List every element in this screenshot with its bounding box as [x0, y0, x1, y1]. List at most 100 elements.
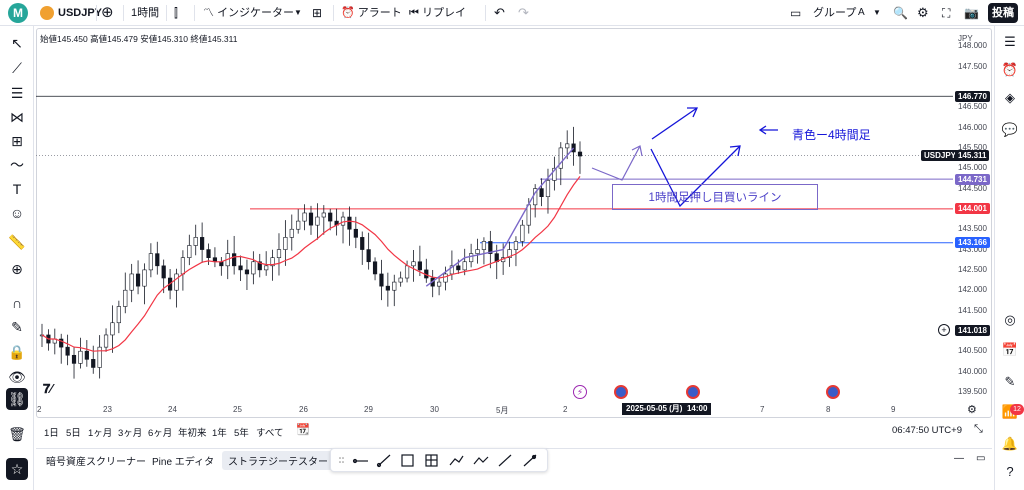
chat-icon[interactable]: 💬 — [1001, 122, 1019, 137]
time-tick-label: 26 — [299, 405, 308, 414]
price-tick-label: 141.500 — [958, 305, 987, 315]
price-tag-144001: 144.001 — [955, 203, 990, 215]
indicators-dropdown-icon[interactable]: ▼ — [294, 8, 302, 17]
layers-icon[interactable]: ◈ — [1005, 90, 1015, 105]
range-5d[interactable]: 5日 — [66, 428, 81, 439]
range-6m[interactable]: 6ヶ月 — [148, 428, 173, 439]
range-1m[interactable]: 1ヶ月 — [88, 428, 113, 439]
bell-icon[interactable]: 🔔 — [1001, 436, 1019, 451]
time-tick-label: 30 — [430, 405, 439, 414]
pencil-icon[interactable]: ✎ — [1004, 374, 1016, 389]
range-5y[interactable]: 5年 — [234, 428, 249, 439]
range-1y[interactable]: 1年 — [212, 428, 227, 439]
user-avatar[interactable]: M — [8, 3, 28, 23]
alert-button[interactable]: ⏰ アラート — [341, 7, 402, 19]
event-lightning-icon[interactable]: ⚡ — [573, 385, 587, 399]
layout-icon[interactable]: ▭ — [790, 6, 802, 20]
price-tick-label: 143.000 — [958, 244, 987, 254]
collapse-icon[interactable]: ⤡ — [974, 423, 983, 435]
favorites-star-icon[interactable]: ☆ — [6, 458, 28, 480]
date-range-calendar-icon[interactable]: 📆 — [296, 424, 310, 436]
camera-icon[interactable]: 📷 — [964, 6, 979, 20]
annotation-4h[interactable]: 青色ー4時間足 — [792, 128, 871, 142]
replay-button[interactable]: ⏮ リプレイ — [409, 7, 466, 19]
symbol-search[interactable]: USDJPY — [40, 0, 102, 26]
maximize-panel-icon[interactable]: ▭ — [976, 453, 986, 464]
horizontal-lines-icon[interactable]: ☰ — [10, 85, 24, 101]
candle-type-icon[interactable]: ⫿ — [174, 6, 178, 20]
settings-gear-icon[interactable]: ⚙ — [917, 5, 929, 20]
range-1d[interactable]: 1日 — [44, 428, 59, 439]
tradingview-logo-icon[interactable]: 𝟕⁄ — [43, 381, 53, 396]
range-all[interactable]: すべて — [256, 428, 284, 439]
calendar-icon[interactable]: 📅 — [1001, 342, 1019, 357]
minimize-panel-icon[interactable]: — — [954, 453, 964, 464]
group-letter[interactable]: A — [858, 7, 865, 18]
symbol-flag-icon — [40, 6, 54, 21]
event-flag-icon[interactable] — [826, 385, 840, 399]
price-tag-141018: 141.018 — [955, 324, 990, 336]
eye-icon[interactable]: 👁 — [8, 369, 26, 385]
fullscreen-icon[interactable]: ⛶ — [942, 6, 951, 20]
event-flag-icon[interactable] — [614, 385, 628, 399]
price-tick-label: 140.500 — [958, 346, 987, 356]
chart-frame[interactable] — [36, 28, 992, 418]
price-tick-label: 148.000 — [958, 41, 987, 51]
trash-icon[interactable]: 🗑 — [8, 426, 26, 442]
indicators-icon: 〽 — [203, 7, 214, 19]
replay-icon: ⏮ — [409, 7, 419, 19]
ruler-icon[interactable]: 📏 — [8, 234, 26, 250]
time-tick-label: 2 — [563, 405, 568, 414]
fib-icon[interactable]: ⊞ — [11, 133, 23, 149]
trend-line-icon[interactable]: ⟋ — [12, 60, 22, 76]
text-icon[interactable]: T — [12, 181, 22, 197]
target-icon[interactable]: ◎ — [1004, 312, 1016, 327]
floating-drawing-bar-icons — [339, 454, 537, 468]
indicators-button[interactable]: 〽 インジケーター — [203, 7, 295, 19]
tab-crypto-screener[interactable]: 暗号資産スクリーナー — [46, 457, 146, 468]
help-icon[interactable]: ? — [1006, 464, 1014, 479]
layouts-icon[interactable]: ⊞ — [312, 6, 323, 20]
annotation-buy-line-box[interactable]: 1時間足押し目買いライン — [612, 184, 818, 210]
time-tick-label: 9 — [891, 405, 896, 414]
quick-search-icon[interactable]: 🔍 — [893, 6, 908, 20]
pattern-icon[interactable]: ⋈ — [10, 109, 24, 125]
tab-pine-editor[interactable]: Pine エディタ — [152, 457, 215, 468]
clock-utc[interactable]: 06:47:50 UTC+9 — [892, 425, 962, 436]
range-3m[interactable]: 3ヶ月 — [118, 428, 143, 439]
group-label[interactable]: グループ — [813, 7, 857, 19]
price-tag-145311: 145.311 — [955, 150, 990, 162]
time-tick-label: 23 — [103, 405, 112, 414]
price-tick-label: 140.000 — [958, 366, 987, 376]
add-plus-icon[interactable]: + — [938, 324, 950, 336]
forecast-icon[interactable]: 〜 — [10, 157, 24, 173]
interval-button[interactable]: 1時間 — [131, 7, 160, 19]
alerts-clock-icon[interactable]: ⏰ — [1001, 62, 1019, 77]
link-icon[interactable]: ⛓ — [6, 388, 28, 410]
price-tag-146770: 146.770 — [955, 90, 990, 102]
time-tick-label: 7 — [760, 405, 765, 414]
magnet-icon[interactable]: ∩ — [11, 295, 23, 311]
emoji-icon[interactable]: ☺ — [9, 205, 25, 221]
time-tick-label: 29 — [364, 405, 373, 414]
undo-icon[interactable]: ↶ — [494, 5, 505, 20]
price-tick-label: 147.500 — [958, 61, 987, 71]
price-tick-label: 145.000 — [958, 163, 987, 173]
ohlc-legend: 始値145.450 高値145.479 安値145.310 終値145.311 — [40, 34, 238, 44]
cursor-icon[interactable]: ↖ — [11, 35, 23, 51]
axis-settings-gear-icon[interactable]: ⚙ — [967, 404, 977, 416]
group-dropdown-icon[interactable]: ▼ — [873, 8, 881, 17]
price-tick-label: 146.000 — [958, 122, 987, 132]
watchlist-icon[interactable]: ☰ — [1004, 34, 1016, 49]
post-button[interactable]: 投稿 — [988, 3, 1018, 23]
zoom-in-icon[interactable]: ⊕ — [11, 261, 23, 277]
tab-strategy-tester[interactable]: ストラテジーテスター — [222, 451, 334, 470]
draw-lock-icon[interactable]: ✎ — [11, 319, 23, 335]
lock-icon[interactable]: 🔒 — [8, 344, 26, 360]
currency-label[interactable]: JPY — [958, 34, 973, 43]
range-ytd[interactable]: 年初来 — [178, 428, 207, 439]
alert-clock-icon: ⏰ — [341, 7, 355, 19]
event-flag-icon[interactable] — [686, 385, 700, 399]
add-symbol-icon[interactable]: ⊕ — [101, 4, 114, 21]
redo-icon[interactable]: ↷ — [518, 5, 529, 20]
